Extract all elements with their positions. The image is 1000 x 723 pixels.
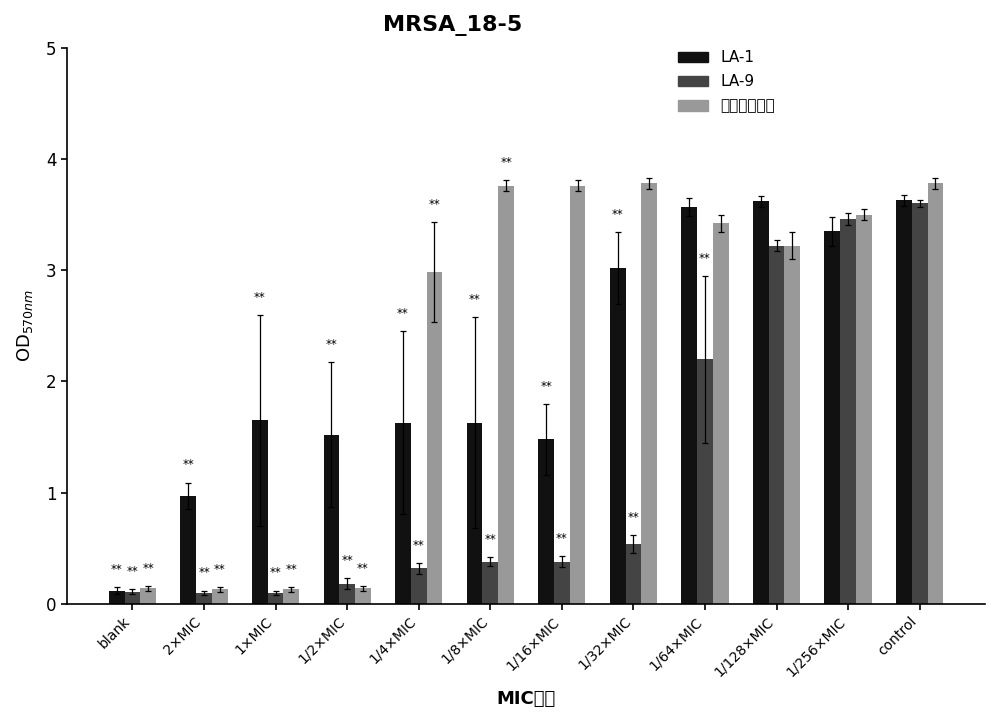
Bar — [324, 435, 339, 604]
Bar — [697, 359, 713, 604]
Bar — [125, 591, 140, 604]
Bar — [212, 589, 228, 604]
Bar — [427, 273, 442, 604]
Bar — [268, 593, 283, 604]
Text: **: ** — [484, 533, 496, 546]
Text: **: ** — [500, 156, 512, 169]
Bar — [896, 200, 912, 604]
Bar — [538, 440, 554, 604]
Bar — [196, 593, 212, 604]
Text: **: ** — [357, 562, 369, 575]
Title: MRSA_18-5: MRSA_18-5 — [383, 15, 522, 36]
Text: **: ** — [699, 252, 711, 265]
Bar — [467, 422, 482, 604]
Text: **: ** — [326, 338, 337, 351]
Text: **: ** — [397, 307, 409, 320]
Bar — [482, 562, 498, 604]
Bar — [753, 201, 769, 604]
Text: **: ** — [127, 565, 138, 578]
Y-axis label: OD$_{570nm}$: OD$_{570nm}$ — [15, 289, 35, 362]
Text: **: ** — [254, 291, 266, 304]
Bar — [554, 562, 570, 604]
Text: **: ** — [214, 563, 226, 576]
Text: **: ** — [142, 562, 154, 575]
Text: **: ** — [540, 380, 552, 393]
Bar — [570, 186, 585, 604]
Text: **: ** — [341, 554, 353, 567]
Bar — [840, 219, 856, 604]
Bar — [928, 184, 943, 604]
Text: **: ** — [556, 532, 568, 545]
Text: **: ** — [628, 510, 639, 523]
Bar — [626, 544, 641, 604]
Bar — [681, 207, 697, 604]
Bar — [395, 422, 411, 604]
Text: **: ** — [182, 458, 194, 471]
Legend: LA-1, LA-9, 去甲万古需素: LA-1, LA-9, 去甲万古需素 — [671, 44, 781, 120]
Bar — [355, 589, 371, 604]
Bar — [498, 186, 514, 604]
Text: **: ** — [612, 208, 624, 221]
Bar — [912, 203, 928, 604]
X-axis label: MIC倍数: MIC倍数 — [496, 690, 556, 708]
Bar — [339, 584, 355, 604]
Bar — [856, 215, 872, 604]
Text: **: ** — [413, 539, 425, 552]
Bar — [252, 420, 268, 604]
Bar — [283, 589, 299, 604]
Text: **: ** — [429, 198, 440, 211]
Bar — [109, 591, 125, 604]
Text: **: ** — [469, 293, 480, 306]
Bar — [641, 184, 657, 604]
Text: **: ** — [285, 563, 297, 576]
Bar — [180, 496, 196, 604]
Bar — [769, 246, 784, 604]
Bar — [784, 246, 800, 604]
Text: **: ** — [270, 566, 281, 579]
Bar — [610, 268, 626, 604]
Bar — [411, 568, 427, 604]
Text: **: ** — [111, 563, 123, 576]
Bar — [140, 589, 156, 604]
Bar — [713, 223, 729, 604]
Text: **: ** — [198, 566, 210, 579]
Bar — [824, 231, 840, 604]
